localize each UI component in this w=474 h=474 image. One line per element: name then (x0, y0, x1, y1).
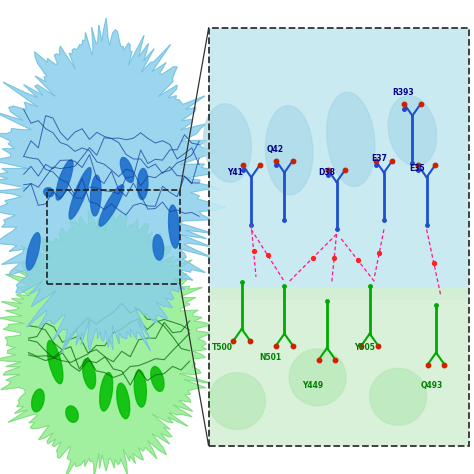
Ellipse shape (120, 157, 134, 182)
Bar (47, 190, 180, 284)
Polygon shape (0, 18, 226, 353)
Ellipse shape (388, 96, 437, 166)
Text: Q42: Q42 (266, 145, 283, 154)
Text: Y505: Y505 (355, 343, 375, 352)
Ellipse shape (99, 185, 124, 226)
Bar (209, 28, 469, 446)
Ellipse shape (209, 373, 265, 429)
Ellipse shape (69, 168, 91, 219)
Ellipse shape (370, 368, 427, 425)
Bar (209, 287, 469, 446)
Ellipse shape (27, 233, 40, 270)
Polygon shape (0, 209, 212, 474)
Ellipse shape (265, 106, 313, 195)
Ellipse shape (100, 373, 113, 411)
Ellipse shape (47, 340, 63, 383)
Bar (209, 28, 469, 300)
Ellipse shape (82, 359, 96, 389)
Ellipse shape (56, 160, 73, 200)
Ellipse shape (153, 235, 164, 260)
Ellipse shape (117, 383, 130, 419)
Text: N501: N501 (259, 353, 281, 362)
Text: E37: E37 (371, 154, 387, 163)
Text: T500: T500 (212, 343, 233, 352)
Text: Y449: Y449 (302, 381, 323, 390)
Ellipse shape (151, 366, 164, 392)
Text: Y41: Y41 (227, 168, 243, 177)
Ellipse shape (327, 92, 375, 186)
Ellipse shape (44, 188, 54, 197)
Ellipse shape (169, 205, 179, 248)
Text: Q493: Q493 (420, 381, 442, 390)
Text: R393: R393 (392, 88, 414, 97)
Ellipse shape (32, 389, 44, 412)
Ellipse shape (91, 175, 101, 216)
Ellipse shape (66, 406, 78, 422)
Ellipse shape (134, 370, 146, 407)
Text: E35: E35 (410, 164, 425, 173)
Ellipse shape (289, 349, 346, 406)
Text: D38: D38 (319, 168, 336, 177)
Ellipse shape (204, 104, 251, 182)
Ellipse shape (137, 168, 148, 200)
